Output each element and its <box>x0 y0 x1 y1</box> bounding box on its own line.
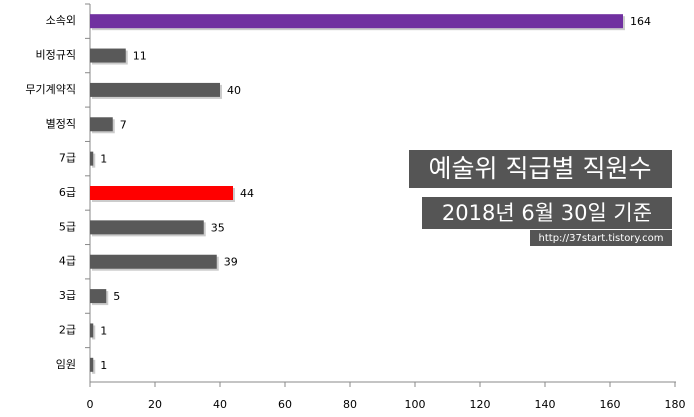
data-label: 164 <box>630 15 651 28</box>
y-tick-label: 2급 <box>59 323 76 336</box>
data-label: 39 <box>224 256 238 269</box>
y-tick-label: 비정규직 <box>36 49 76 62</box>
bar <box>90 220 204 235</box>
y-tick-label: 별정직 <box>46 117 76 130</box>
x-tick-label: 60 <box>278 398 292 411</box>
y-tick-label: 6급 <box>59 186 76 199</box>
bar <box>90 14 623 29</box>
bar-shadow <box>92 325 96 340</box>
y-tick-label: 3급 <box>59 289 76 302</box>
x-tick-label: 140 <box>535 398 556 411</box>
x-tick-label: 120 <box>470 398 491 411</box>
bar <box>90 254 217 269</box>
data-label: 40 <box>227 84 241 97</box>
y-tick-label: 소속외 <box>46 14 76 27</box>
x-tick-label: 0 <box>87 398 94 411</box>
data-label: 44 <box>240 187 254 200</box>
bar <box>90 323 94 338</box>
x-tick-label: 40 <box>213 398 227 411</box>
source-box <box>530 230 672 246</box>
title-box <box>409 150 672 188</box>
y-tick-label: 무기계약직 <box>25 82 76 96</box>
x-tick-label: 100 <box>405 398 426 411</box>
bar-shadow <box>92 359 96 374</box>
data-label: 11 <box>133 50 147 63</box>
source: http://37start.tistory.com <box>539 233 664 244</box>
x-tick-label: 180 <box>665 398 686 411</box>
bar <box>90 357 94 372</box>
x-tick-label: 80 <box>343 398 357 411</box>
bar <box>90 82 220 97</box>
bar <box>90 186 233 200</box>
data-label: 5 <box>113 290 120 303</box>
x-tick-label: 20 <box>148 398 162 411</box>
y-tick-label: 4급 <box>59 255 76 268</box>
data-label: 1 <box>100 153 107 166</box>
data-label: 35 <box>211 221 225 234</box>
x-tick-label: 160 <box>600 398 621 411</box>
y-tick-label: 5급 <box>59 220 76 233</box>
bar <box>90 48 126 63</box>
chart-title: 예술위 직급별 직원수 <box>429 154 652 183</box>
bar <box>90 151 94 166</box>
data-label: 1 <box>100 324 107 337</box>
y-tick-label: 7급 <box>59 152 76 165</box>
bar <box>90 117 113 132</box>
y-tick-label: 임원 <box>56 358 76 371</box>
data-label: 7 <box>120 118 127 131</box>
data-label: 1 <box>100 359 107 372</box>
subtitle-box <box>422 197 672 229</box>
bar-shadow <box>92 153 96 168</box>
chart-subtitle: 2018년 6월 30일 기준 <box>442 201 652 225</box>
bar <box>90 289 107 304</box>
